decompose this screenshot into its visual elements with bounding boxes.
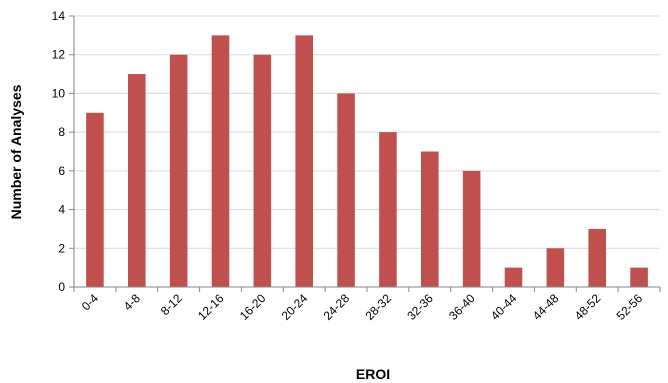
y-axis-title: Number of Analyses bbox=[8, 84, 24, 219]
x-tick-label-4-8: 4-8 bbox=[121, 291, 143, 313]
bar-36-40 bbox=[462, 170, 481, 287]
x-tick-label-8-12: 8-12 bbox=[158, 291, 185, 318]
bar-32-36 bbox=[420, 151, 439, 287]
bar-40-44 bbox=[504, 267, 523, 287]
bar-48-52 bbox=[588, 228, 607, 287]
y-tick-labels: 0 2 4 6 8 10 12 14 bbox=[52, 9, 66, 294]
y-tick-label: 8 bbox=[58, 125, 65, 139]
bar-44-48 bbox=[546, 248, 565, 287]
axes bbox=[69, 15, 661, 292]
y-tick-label: 12 bbox=[52, 48, 66, 62]
x-axis-title: EROI bbox=[356, 366, 390, 382]
x-tick-labels: 0-4 4-8 8-12 12-16 16-20 20-24 24-28 28-32 32-36… bbox=[79, 291, 646, 323]
y-tick-label: 14 bbox=[52, 9, 66, 23]
bar-20-24 bbox=[295, 35, 314, 287]
x-tick-label-40-44: 40-44 bbox=[488, 291, 520, 323]
x-tick-label-24-28: 24-28 bbox=[321, 291, 353, 323]
bar-16-20 bbox=[253, 54, 272, 287]
y-tick-label: 2 bbox=[58, 241, 65, 255]
bar-28-32 bbox=[379, 132, 397, 287]
bars bbox=[86, 35, 648, 288]
y-tick-label: 6 bbox=[58, 164, 65, 178]
x-tick-label-32-36: 32-36 bbox=[404, 291, 436, 323]
bar-24-28 bbox=[337, 93, 355, 287]
y-tick-label: 0 bbox=[58, 280, 65, 294]
y-tick-label: 10 bbox=[52, 86, 66, 100]
bar-0-4 bbox=[86, 112, 104, 288]
x-tick-label-52-56: 52-56 bbox=[614, 291, 646, 323]
y-tick-label: 4 bbox=[58, 203, 65, 217]
x-tick-label-16-20: 16-20 bbox=[237, 291, 269, 323]
x-tick-label-48-52: 48-52 bbox=[572, 291, 604, 323]
x-tick-label-0-4: 0-4 bbox=[79, 291, 101, 313]
x-tick-label-28-32: 28-32 bbox=[362, 291, 394, 323]
bar-4-8 bbox=[127, 74, 146, 287]
x-tick-label-20-24: 20-24 bbox=[279, 291, 311, 323]
bar-8-12 bbox=[169, 54, 188, 287]
x-tick-label-36-40: 36-40 bbox=[446, 291, 478, 323]
bar-52-56 bbox=[630, 267, 648, 287]
x-tick-label-12-16: 12-16 bbox=[195, 291, 227, 323]
gridlines bbox=[74, 15, 660, 249]
bar-12-16 bbox=[211, 35, 230, 287]
x-tick-label-44-48: 44-48 bbox=[530, 291, 562, 323]
